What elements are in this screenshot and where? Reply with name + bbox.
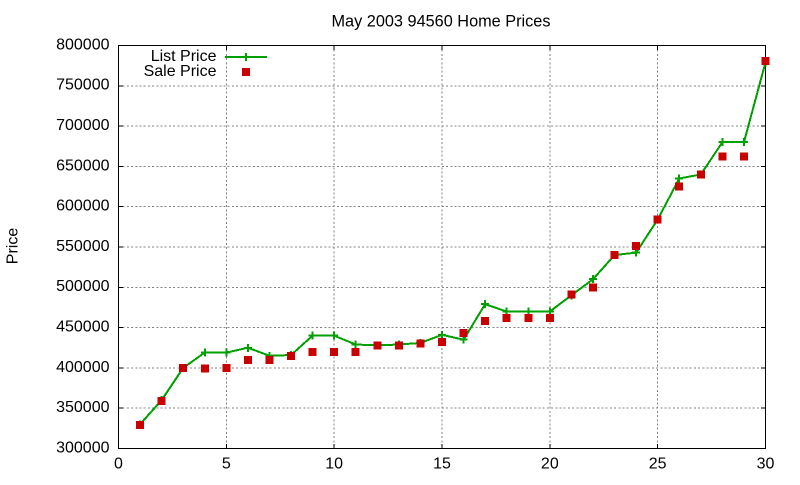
svg-text:550000: 550000	[56, 238, 109, 255]
svg-text:30: 30	[757, 455, 775, 472]
svg-text:Price: Price	[5, 228, 22, 265]
svg-text:500000: 500000	[56, 278, 109, 295]
svg-text:650000: 650000	[56, 157, 109, 174]
svg-text:600000: 600000	[56, 198, 109, 215]
svg-text:300000: 300000	[56, 439, 109, 456]
svg-text:Sale Price: Sale Price	[144, 63, 217, 80]
svg-text:15: 15	[433, 455, 451, 472]
svg-text:0: 0	[114, 455, 123, 472]
svg-text:450000: 450000	[56, 319, 109, 336]
svg-text:750000: 750000	[56, 77, 109, 94]
svg-text:List Price: List Price	[151, 48, 217, 65]
svg-text:350000: 350000	[56, 399, 109, 416]
svg-text:10: 10	[325, 455, 343, 472]
svg-text:May 2003 94560 Home Prices: May 2003 94560 Home Prices	[331, 13, 550, 31]
svg-text:5: 5	[222, 455, 231, 472]
svg-text:20: 20	[541, 455, 559, 472]
svg-text:25: 25	[649, 455, 667, 472]
svg-text:400000: 400000	[56, 359, 109, 376]
svg-text:800000: 800000	[56, 36, 109, 53]
svg-text:700000: 700000	[56, 117, 109, 134]
